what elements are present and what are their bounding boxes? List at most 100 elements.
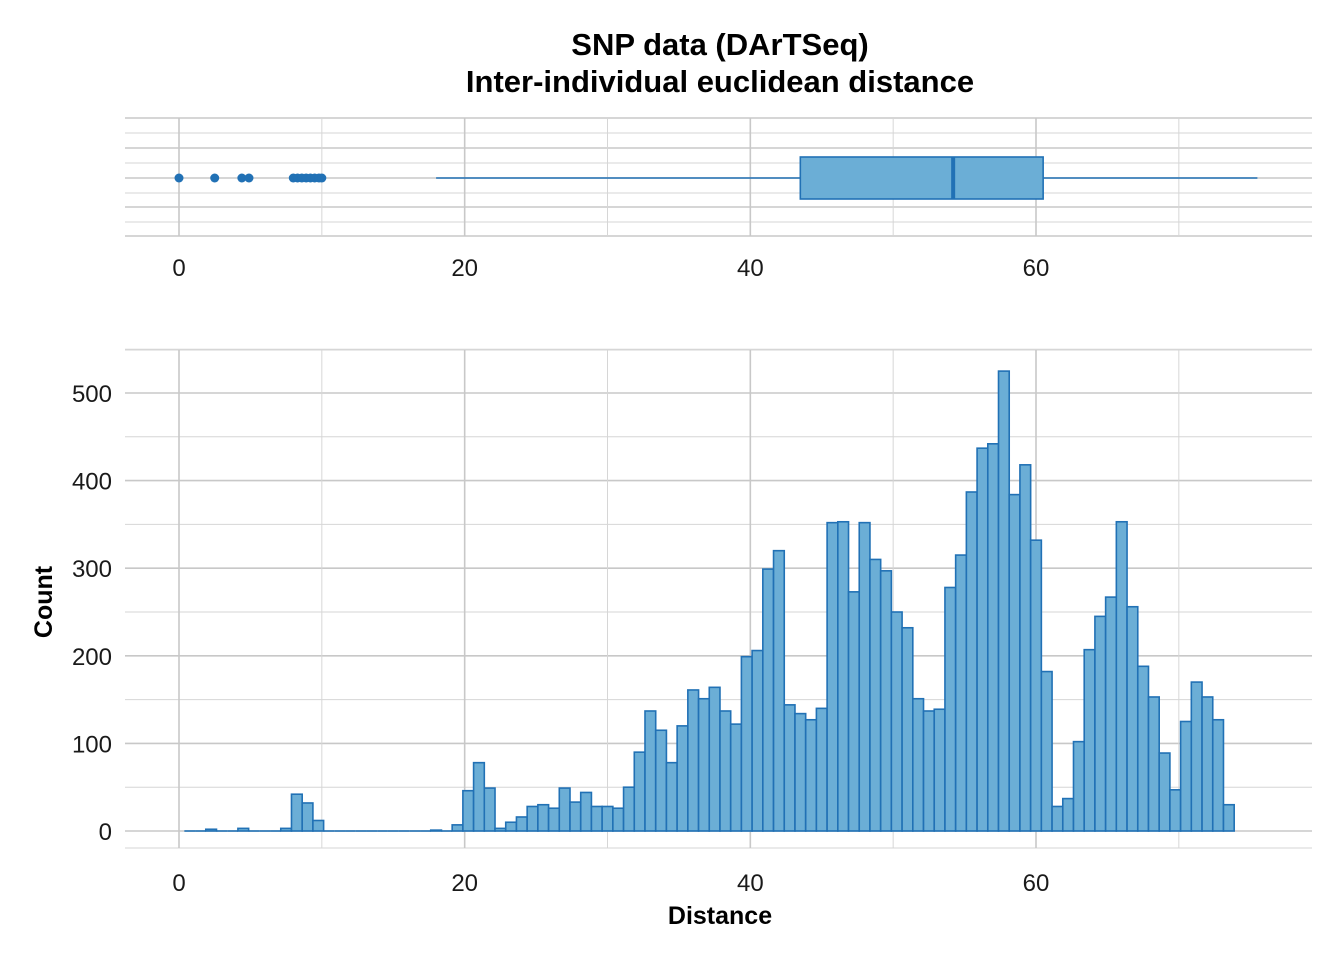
hist-bar	[494, 827, 507, 832]
hist-bar	[879, 570, 893, 832]
hist-bar	[815, 707, 828, 832]
hist-x-tick-label: 0	[172, 870, 185, 897]
hist-bar	[1008, 493, 1021, 832]
hist-bar	[462, 789, 475, 832]
hist-bar	[558, 787, 571, 832]
hist-bar	[537, 803, 550, 832]
hist-bar	[837, 520, 850, 832]
hist-bar	[1126, 605, 1139, 832]
hist-bar	[1190, 681, 1203, 832]
histogram-panel: 0 20 40 60 0 100 200 300 400 500	[72, 348, 1312, 897]
hist-bar	[708, 686, 721, 832]
hist-bar	[1158, 752, 1171, 832]
hist-bar	[783, 704, 796, 832]
hist-bar	[719, 710, 732, 832]
hist-bar	[1147, 696, 1160, 832]
hist-bar	[912, 697, 925, 832]
hist-bar	[1094, 615, 1107, 832]
hist-x-tick-label: 60	[1023, 870, 1050, 897]
hist-bar	[1104, 596, 1118, 832]
chart-subtitle: Inter-individual euclidean distance	[466, 64, 974, 99]
hist-bar	[654, 729, 668, 832]
hist-bar	[579, 791, 593, 832]
hist-bar	[697, 697, 711, 832]
hist-bar	[483, 787, 496, 832]
hist-bar	[772, 549, 786, 832]
hist-x-tick-label: 40	[737, 870, 764, 897]
hist-bar	[847, 591, 861, 832]
chart-title: SNP data (DArTSeq)	[571, 27, 868, 62]
hist-bar	[1211, 718, 1225, 832]
hist-bar	[633, 751, 646, 832]
hist-bar	[1179, 720, 1193, 832]
hist-bar	[858, 521, 871, 832]
hist-bar	[944, 586, 957, 832]
hist-y-tick-label: 500	[72, 381, 112, 408]
box-outlier	[210, 173, 220, 183]
hist-bar	[665, 761, 678, 832]
hist-bar	[451, 824, 464, 832]
hist-bar	[1051, 805, 1064, 832]
hist-bar	[1083, 648, 1096, 832]
hist-bar	[526, 805, 539, 832]
hist-bar	[762, 568, 775, 832]
hist-bar	[1040, 670, 1053, 832]
hist-bar	[890, 611, 903, 832]
hist-bar	[986, 443, 1000, 832]
hist-x-tick-label: 20	[451, 870, 478, 897]
hist-bar	[429, 829, 443, 832]
hist-bar	[547, 807, 561, 832]
hist-bar	[515, 816, 528, 832]
hist-bar	[740, 655, 753, 832]
hist-bar	[472, 761, 486, 832]
box-outlier	[237, 173, 247, 183]
hist-bar	[1115, 520, 1128, 832]
hist-bar	[729, 723, 743, 832]
hist-bar	[1061, 797, 1075, 832]
box-outlier	[174, 173, 184, 183]
hist-y-tick-label: 100	[72, 731, 112, 758]
hist-bar	[1201, 696, 1214, 832]
box-x-tick-label: 20	[451, 255, 478, 282]
hist-bar	[279, 827, 293, 832]
hist-y-tick-label: 0	[99, 819, 112, 846]
hist-bar	[687, 689, 700, 832]
hist-bar	[794, 712, 807, 832]
hist-bar	[590, 805, 603, 832]
hist-bar	[826, 521, 839, 832]
hist-y-tick-label: 400	[72, 469, 112, 496]
hist-bar	[237, 827, 250, 832]
hist-bar	[676, 725, 689, 832]
hist-y-tick-label: 200	[72, 644, 112, 671]
hist-bar	[569, 801, 582, 832]
hist-bar	[1169, 789, 1182, 832]
hist-bar	[612, 807, 625, 832]
hist-bar	[751, 649, 764, 832]
hist-bar	[1222, 803, 1235, 832]
hist-bar	[301, 802, 314, 832]
x-axis-title: Distance	[668, 902, 772, 930]
hist-bar	[922, 710, 936, 832]
hist-bar	[504, 821, 518, 832]
hist-bar	[312, 819, 325, 832]
hist-bar	[601, 805, 614, 832]
hist-bar	[644, 710, 657, 832]
box-x-tick-label: 0	[172, 255, 185, 282]
hist-bar	[1019, 464, 1032, 832]
hist-bar	[965, 491, 978, 832]
hist-bar	[901, 626, 914, 832]
hist-bar	[1072, 740, 1086, 832]
box-outlier	[244, 173, 254, 183]
hist-bar	[976, 447, 989, 832]
hist-bar	[954, 554, 968, 832]
box-x-tick-label: 40	[737, 255, 764, 282]
hist-bar	[869, 558, 882, 832]
hist-bar	[1029, 539, 1043, 832]
box-outlier	[317, 173, 327, 183]
y-axis-title: Count	[30, 565, 58, 638]
hist-bar	[1136, 665, 1150, 832]
hist-bar	[997, 370, 1011, 832]
hist-bar	[804, 718, 818, 832]
hist-y-tick-label: 300	[72, 556, 112, 583]
